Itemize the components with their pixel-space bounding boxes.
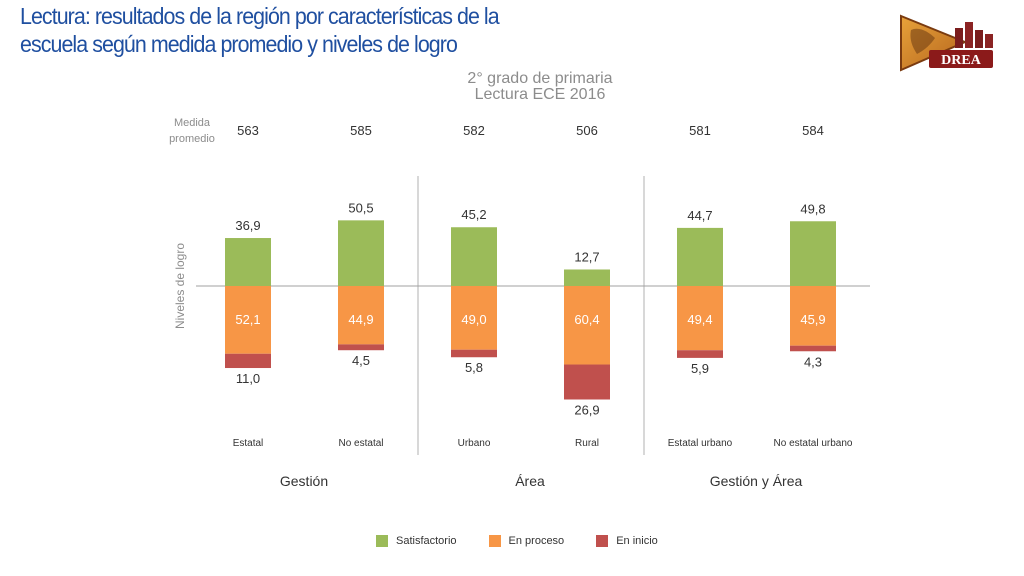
legend-label-en-proceso: En proceso xyxy=(508,535,565,547)
bar-satisfactorio-no-estatal-urbano xyxy=(790,221,836,286)
label-en-proceso-rural: 60,4 xyxy=(574,312,599,327)
logo-text: DREA xyxy=(941,53,982,68)
label-en-inicio-rural: 26,9 xyxy=(574,402,599,417)
y-axis-label: Niveles de logro xyxy=(173,243,187,329)
legend: Satisfactorio En proceso En inicio xyxy=(376,535,690,547)
label-en-proceso-estatal: 52,1 xyxy=(235,312,260,327)
medida-value-urbano: 582 xyxy=(463,123,485,138)
legend-swatch-en-proceso xyxy=(488,535,501,547)
chart-subtitle: 2° grado de primaria Lectura ECE 2016 xyxy=(440,71,640,103)
medida-value-no-estatal-urbano: 584 xyxy=(802,123,824,138)
medida-value-estatal: 563 xyxy=(237,123,259,138)
legend-label-satisfactorio: Satisfactorio xyxy=(396,535,457,547)
bar-en-inicio-estatal-urbano xyxy=(677,350,723,358)
subtitle-grade: 2° grado de primaria xyxy=(467,70,613,87)
label-en-proceso-urbano: 49,0 xyxy=(461,312,486,327)
bar-satisfactorio-rural xyxy=(564,269,610,286)
subtitle-exam: Lectura ECE 2016 xyxy=(474,86,606,103)
label-en-inicio-no-estatal-urbano: 4,3 xyxy=(804,354,822,369)
label-satisfactorio-no-estatal: 50,5 xyxy=(348,200,373,215)
bar-en-inicio-urbano xyxy=(451,349,497,358)
logo-building-icon-3 xyxy=(975,30,983,48)
bar-en-inicio-estatal xyxy=(225,353,271,369)
label-satisfactorio-estatal: 36,9 xyxy=(235,218,260,233)
category-label-estatal-urbano: Estatal urbano xyxy=(668,438,733,449)
logo-building-icon-4 xyxy=(985,34,993,48)
bar-satisfactorio-urbano xyxy=(451,227,497,286)
bar-en-proceso-rural xyxy=(564,286,610,365)
bar-en-proceso-no-estatal xyxy=(338,286,384,345)
label-en-proceso-no-estatal-urbano: 45,9 xyxy=(800,312,825,327)
medida-label-line-1: Medida xyxy=(174,117,211,129)
legend-item-en-proceso: En proceso xyxy=(488,535,565,547)
bar-en-inicio-rural xyxy=(564,364,610,400)
legend-item-satisfactorio: Satisfactorio xyxy=(376,535,457,547)
bar-satisfactorio-estatal-urbano xyxy=(677,227,723,286)
category-label-no-estatal-urbano: No estatal urbano xyxy=(774,438,853,449)
label-en-inicio-no-estatal: 4,5 xyxy=(352,353,370,368)
title-line-1: Lectura: resultados de la región por car… xyxy=(20,3,500,29)
category-label-no-estatal: No estatal xyxy=(338,438,383,449)
medida-value-estatal-urbano: 581 xyxy=(689,123,711,138)
page-title: Lectura: resultados de la región por car… xyxy=(20,2,597,58)
group-label-gestión-y-área: Gestión y Área xyxy=(710,473,803,489)
bar-en-inicio-no-estatal xyxy=(338,344,384,351)
label-en-inicio-estatal-urbano: 5,9 xyxy=(691,361,709,376)
legend-label-en-inicio: En inicio xyxy=(616,535,658,547)
group-label-gestión: Gestión xyxy=(280,473,328,489)
category-label-urbano: Urbano xyxy=(458,438,491,449)
legend-swatch-satisfactorio xyxy=(376,535,388,547)
label-satisfactorio-estatal-urbano: 44,7 xyxy=(687,208,712,223)
title-line-2: escuela según medida promedio y niveles … xyxy=(20,31,458,57)
medida-value-rural: 506 xyxy=(576,123,598,138)
category-label-rural: Rural xyxy=(575,438,599,449)
bar-satisfactorio-estatal xyxy=(225,238,271,286)
label-satisfactorio-no-estatal-urbano: 49,8 xyxy=(800,201,825,216)
bar-en-proceso-urbano xyxy=(451,286,497,350)
legend-swatch-en-inicio xyxy=(596,535,609,547)
bar-en-proceso-estatal xyxy=(225,286,271,354)
label-en-inicio-urbano: 5,8 xyxy=(465,360,483,375)
logo-building-icon xyxy=(955,28,963,48)
label-en-proceso-estatal-urbano: 49,4 xyxy=(687,312,712,327)
logo-building-icon-2 xyxy=(965,22,973,48)
group-label-área: Área xyxy=(515,473,545,489)
label-satisfactorio-urbano: 45,2 xyxy=(461,207,486,222)
logo-text-bg xyxy=(929,50,993,68)
category-label-estatal: Estatal xyxy=(233,438,264,449)
medida-value-no-estatal: 585 xyxy=(350,123,372,138)
logo-map-icon xyxy=(910,28,935,54)
drea-logo: DREA xyxy=(900,14,993,72)
label-satisfactorio-rural: 12,7 xyxy=(574,249,599,264)
bar-en-proceso-estatal-urbano xyxy=(677,286,723,351)
medida-label-line-2: promedio xyxy=(169,133,215,145)
bar-satisfactorio-no-estatal xyxy=(338,220,384,286)
legend-item-en-inicio: En inicio xyxy=(596,535,658,547)
label-en-proceso-no-estatal: 44,9 xyxy=(348,312,373,327)
bar-en-inicio-no-estatal-urbano xyxy=(790,345,836,352)
bar-en-proceso-no-estatal-urbano xyxy=(790,286,836,346)
label-en-inicio-estatal: 11,0 xyxy=(236,371,260,386)
